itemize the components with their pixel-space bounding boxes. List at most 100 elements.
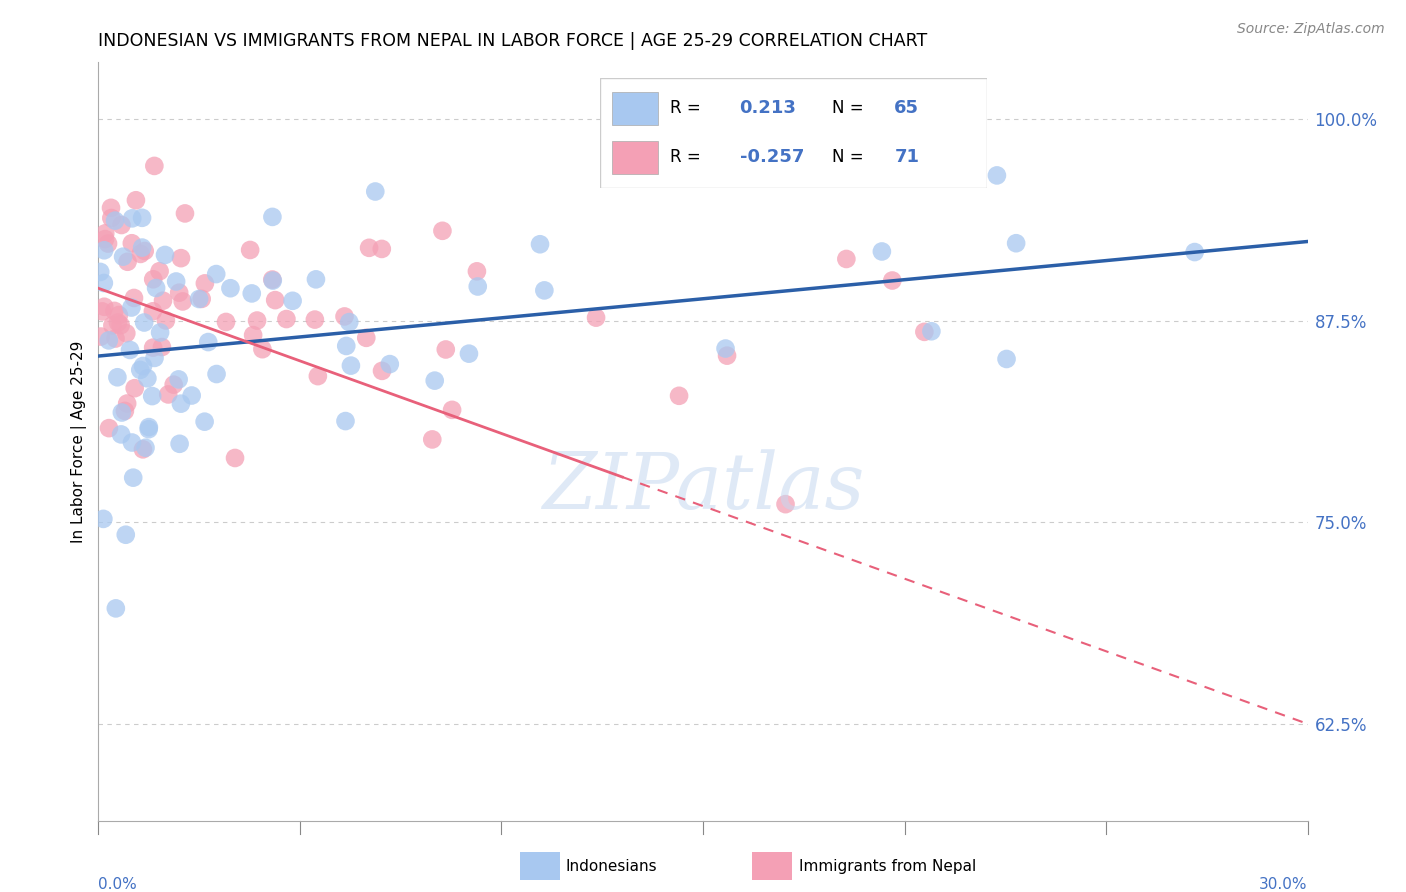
Point [180, 388, 202, 402]
Point [167, 372, 190, 386]
Point [152, 293, 174, 308]
Point [775, 497, 797, 511]
Point [441, 402, 464, 417]
Point [107, 370, 129, 384]
Point [335, 339, 357, 353]
Point [246, 313, 269, 327]
Point [174, 206, 197, 220]
Point [143, 351, 166, 365]
Point [155, 313, 177, 327]
Point [986, 169, 1008, 183]
Point [219, 281, 242, 295]
Point [870, 244, 893, 259]
Point [115, 396, 138, 410]
Point [912, 325, 935, 339]
Point [364, 185, 387, 199]
Point [122, 291, 145, 305]
Point [252, 342, 274, 356]
Point [97, 236, 120, 251]
Point [262, 272, 284, 286]
Point [121, 435, 143, 450]
Point [141, 389, 163, 403]
Point [420, 433, 443, 447]
Point [98, 421, 121, 435]
Point [111, 405, 134, 419]
Point [104, 601, 127, 615]
Point [882, 273, 904, 287]
Point [131, 241, 153, 255]
Point [668, 389, 690, 403]
Point [153, 248, 176, 262]
Point [142, 304, 165, 318]
Point [114, 527, 136, 541]
Point [194, 277, 217, 291]
Point [134, 316, 156, 330]
Text: 30.0%: 30.0% [1260, 877, 1308, 892]
Point [434, 343, 457, 357]
Point [529, 237, 551, 252]
Point [215, 315, 238, 329]
Point [465, 264, 488, 278]
Point [262, 210, 284, 224]
Point [89, 265, 111, 279]
Point [356, 331, 378, 345]
Point [190, 292, 212, 306]
Point [110, 427, 132, 442]
Point [117, 254, 139, 268]
Point [423, 374, 446, 388]
Point [340, 359, 363, 373]
Text: Source: ZipAtlas.com: Source: ZipAtlas.com [1237, 22, 1385, 37]
Point [242, 328, 264, 343]
Point [90, 329, 112, 343]
Point [121, 236, 143, 251]
Point [281, 293, 304, 308]
Point [304, 312, 326, 326]
Point [129, 363, 152, 377]
Point [136, 371, 159, 385]
Point [262, 274, 284, 288]
Point [97, 334, 120, 348]
Point [335, 414, 357, 428]
Point [118, 343, 141, 357]
Point [129, 247, 152, 261]
Point [108, 308, 131, 322]
Point [533, 284, 555, 298]
Point [169, 437, 191, 451]
Point [122, 470, 145, 484]
Point [138, 422, 160, 436]
Point [93, 300, 115, 314]
Point [371, 242, 394, 256]
Point [93, 276, 115, 290]
Y-axis label: In Labor Force | Age 25-29: In Labor Force | Age 25-29 [72, 341, 87, 542]
Point [170, 397, 193, 411]
Point [157, 387, 180, 401]
Point [115, 326, 138, 341]
Point [101, 318, 124, 333]
Point [172, 294, 194, 309]
Point [197, 334, 219, 349]
Point [714, 342, 737, 356]
Point [359, 241, 381, 255]
Point [378, 357, 401, 371]
Point [920, 324, 942, 338]
Point [110, 318, 132, 333]
Point [134, 244, 156, 258]
Point [100, 201, 122, 215]
Point [145, 281, 167, 295]
Text: ZIPatlas: ZIPatlas [541, 449, 865, 525]
Point [163, 377, 186, 392]
Point [467, 279, 489, 293]
Point [1184, 245, 1206, 260]
Point [110, 218, 132, 232]
Point [107, 316, 129, 330]
Point [114, 404, 136, 418]
Point [112, 250, 135, 264]
Point [94, 227, 117, 241]
Point [305, 272, 328, 286]
Text: 0.0%: 0.0% [98, 877, 138, 892]
Point [995, 351, 1018, 366]
Point [125, 194, 148, 208]
Point [371, 364, 394, 378]
Point [188, 292, 211, 306]
Point [132, 442, 155, 457]
